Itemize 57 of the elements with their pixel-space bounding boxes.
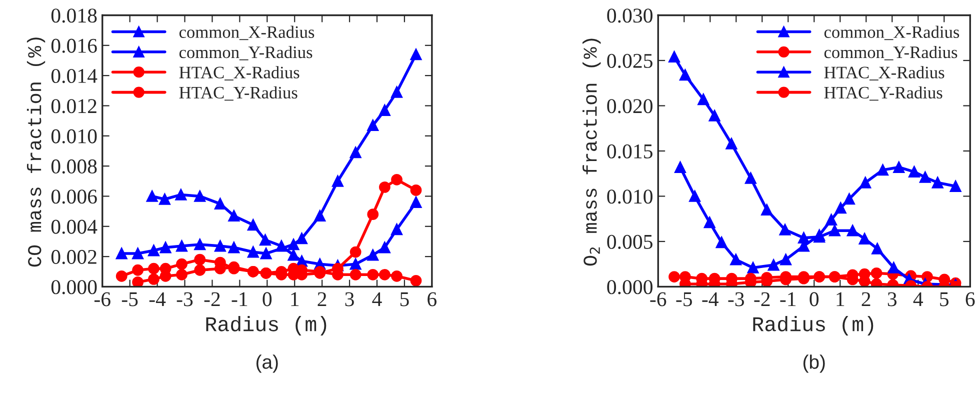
legend-label: HTAC_X-Radius: [179, 66, 300, 80]
x-tick-label: 4: [372, 292, 382, 306]
x-tick-label: -1: [780, 292, 796, 306]
y-tick-label: 0.000: [607, 280, 652, 294]
legend-label: HTAC_Y-Radius: [179, 86, 298, 101]
x-tick-label: -6: [650, 292, 666, 306]
x-tick-label: 2: [862, 292, 870, 306]
y-tick-label: 0.016: [51, 38, 97, 53]
y-tick-label: 0.012: [51, 99, 96, 114]
y-tick-label: 0.014: [51, 68, 98, 84]
legend-label: common_X-Radius: [824, 26, 960, 40]
y-axis-title: O$_{2}$ mass fraction (%): [582, 38, 601, 266]
y-tick-label: 0.018: [51, 8, 97, 23]
x-tick-label: -3: [176, 292, 193, 306]
y-tick-label: 0.015: [607, 144, 652, 158]
x-tick-label: -6: [94, 292, 110, 306]
x-tick-label: 3: [888, 292, 897, 306]
x-tick-label: 1: [291, 292, 299, 306]
y-axis-title: CO mass fraction (%): [26, 38, 46, 267]
x-tick-label: 1: [836, 292, 844, 306]
x-tick-label: 5: [940, 292, 949, 306]
x-tick-label: -1: [232, 292, 248, 306]
x-axis-title: Radius (m): [206, 316, 326, 336]
x-tick-label: -3: [728, 292, 744, 306]
legend-label: HTAC_Y-Radius: [824, 86, 942, 101]
x-tick-label: 6: [428, 292, 437, 306]
x-tick-label: 2: [318, 292, 326, 306]
x-tick-label: 3: [345, 292, 354, 306]
x-tick-label: -2: [754, 292, 770, 306]
x-tick-label: -2: [204, 292, 220, 306]
legend-label: common_Y-Radius: [179, 46, 312, 60]
y-tick-label: 0.025: [607, 54, 652, 68]
y-tick-label: 0.005: [607, 234, 652, 249]
text: (a): [256, 354, 278, 373]
legend-label: common_Y-Radius: [824, 46, 958, 60]
legend-label: common_X-Radius: [179, 26, 314, 40]
x-tick-label: -5: [122, 292, 138, 306]
y-tick-label: 0.004: [51, 220, 98, 234]
x-tick-label: 6: [966, 292, 975, 306]
x-axis-title: Radius (m): [753, 316, 874, 336]
y-tick-label: 0.030: [607, 8, 652, 23]
y-tick-label: 0.008: [51, 159, 97, 174]
y-tick-label: 0.020: [607, 99, 652, 114]
x-tick-label: 5: [400, 292, 409, 306]
x-tick-label: 0: [810, 292, 819, 306]
legend-label: HTAC_X-Radius: [824, 66, 944, 80]
x-tick-label: 4: [913, 292, 924, 306]
text: (b): [803, 354, 825, 373]
x-tick-label: -4: [702, 292, 718, 306]
x-tick-label: -5: [676, 292, 692, 306]
x-tick-label: -4: [149, 292, 166, 306]
y-tick-label: 0.002: [51, 250, 96, 264]
y-tick-label: 0.006: [51, 190, 97, 204]
y-tick-label: 0.000: [51, 280, 97, 294]
y-tick-label: 0.010: [51, 129, 97, 144]
y-tick-label: 0.010: [607, 190, 652, 204]
x-tick-label: 0: [262, 292, 272, 306]
